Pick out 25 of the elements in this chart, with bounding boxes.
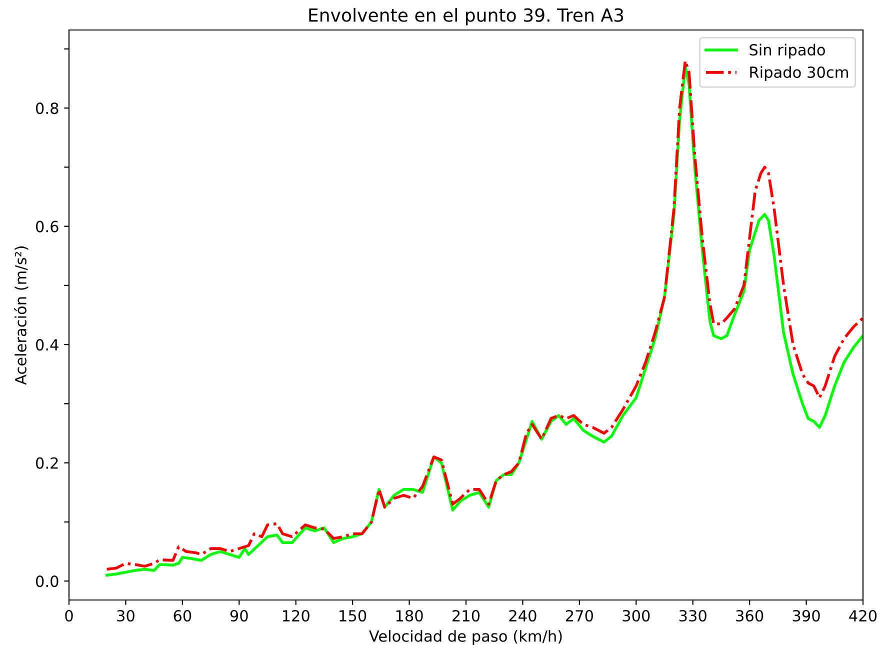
- x-tick-label: 360: [736, 610, 764, 622]
- x-tick-label: 150: [340, 610, 366, 622]
- legend-label: Sin ripado: [750, 44, 825, 59]
- chart-title: Envolvente en el punto 39. Tren A3: [309, 8, 624, 26]
- x-tick-label: 300: [622, 610, 650, 622]
- x-tick-label: 330: [679, 610, 706, 622]
- x-tick-label: 270: [566, 610, 593, 622]
- x-tick-label: 240: [509, 610, 536, 622]
- x-tick-label: 390: [792, 610, 820, 622]
- y-tick-label: 0.6: [36, 220, 58, 232]
- x-tick-label: 180: [396, 610, 423, 622]
- y-tick-label: 0.4: [36, 339, 58, 351]
- y-axis-title: Aceleración (m/s²): [14, 246, 28, 385]
- y-tick-label: 0.0: [36, 576, 58, 588]
- x-tick-label: 60: [174, 610, 192, 622]
- y-tick-label: 0.8: [36, 102, 58, 114]
- legend-label: Ripado 30cm: [750, 66, 848, 81]
- x-tick-label: 120: [282, 610, 310, 622]
- x-axis-title: Velocidad de paso (km/h): [369, 630, 562, 645]
- x-tick-label: 210: [452, 610, 480, 622]
- x-tick-label: 30: [117, 610, 134, 622]
- x-tick-label: 0: [65, 610, 73, 622]
- y-tick-label: 0.2: [36, 457, 58, 469]
- x-tick-label: 90: [230, 610, 248, 622]
- x-tick-label: 420: [849, 610, 877, 622]
